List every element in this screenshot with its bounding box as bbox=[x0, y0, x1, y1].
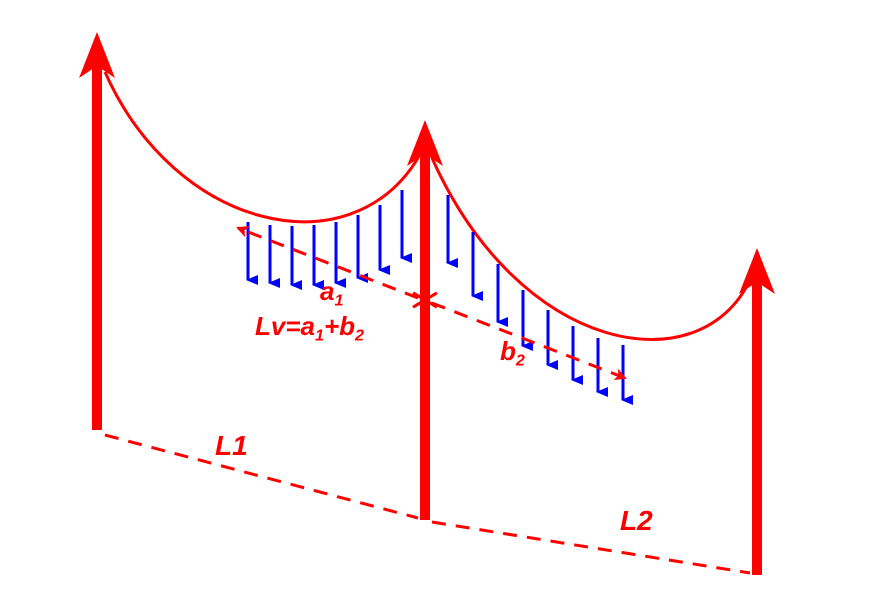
tower-left bbox=[79, 32, 115, 430]
label-b2: b2 bbox=[500, 336, 525, 370]
cable-span-2 bbox=[432, 158, 750, 339]
label-Lv: Lv=a1+b2 bbox=[255, 311, 364, 345]
tower-middle bbox=[407, 120, 443, 520]
wind-span-diagram: L1 L2 a1 b2 Lv=a1+b2 bbox=[0, 0, 879, 611]
label-a1: a1 bbox=[320, 276, 343, 310]
tower-right bbox=[739, 248, 775, 575]
dim-line-L1 bbox=[105, 435, 418, 518]
label-L2: L2 bbox=[620, 505, 653, 536]
dim-line-b2 bbox=[432, 303, 625, 378]
dim-line-L2 bbox=[432, 522, 750, 573]
label-L1: L1 bbox=[215, 430, 248, 461]
cable-span-1 bbox=[105, 72, 418, 222]
